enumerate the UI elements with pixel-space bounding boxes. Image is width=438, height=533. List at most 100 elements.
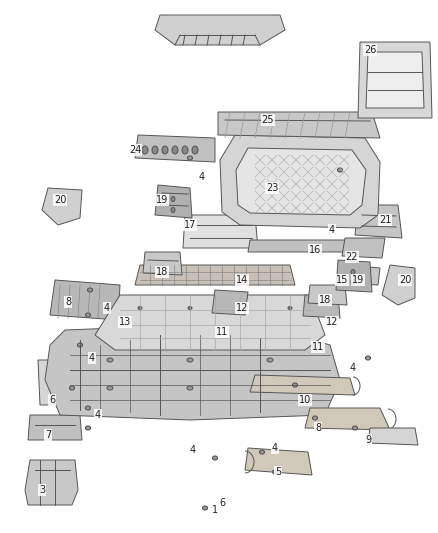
Text: 23: 23 xyxy=(266,183,278,193)
Text: 26: 26 xyxy=(364,45,376,55)
Ellipse shape xyxy=(162,146,168,154)
Text: 19: 19 xyxy=(156,195,168,205)
Ellipse shape xyxy=(53,368,57,372)
Polygon shape xyxy=(248,240,368,252)
Ellipse shape xyxy=(85,406,91,410)
Polygon shape xyxy=(236,148,366,215)
Polygon shape xyxy=(305,408,390,430)
Ellipse shape xyxy=(182,146,188,154)
Text: 12: 12 xyxy=(326,317,338,327)
Ellipse shape xyxy=(171,197,175,201)
Polygon shape xyxy=(155,185,192,218)
Text: 11: 11 xyxy=(312,342,324,352)
Ellipse shape xyxy=(152,146,158,154)
Polygon shape xyxy=(183,215,258,248)
Polygon shape xyxy=(50,280,120,320)
Text: 7: 7 xyxy=(45,430,51,440)
Ellipse shape xyxy=(293,383,297,387)
Ellipse shape xyxy=(272,470,278,474)
Text: 4: 4 xyxy=(329,225,335,235)
Text: 3: 3 xyxy=(39,485,45,495)
Polygon shape xyxy=(245,448,312,475)
Text: 6: 6 xyxy=(49,395,55,405)
Text: 4: 4 xyxy=(199,172,205,182)
Polygon shape xyxy=(42,188,82,225)
Text: 17: 17 xyxy=(184,220,196,230)
Ellipse shape xyxy=(192,146,198,154)
Polygon shape xyxy=(212,290,248,315)
Text: 11: 11 xyxy=(216,327,228,337)
Ellipse shape xyxy=(85,426,91,430)
Polygon shape xyxy=(382,265,415,305)
Polygon shape xyxy=(355,205,402,238)
Ellipse shape xyxy=(88,288,92,292)
Text: 4: 4 xyxy=(89,353,95,363)
Polygon shape xyxy=(155,15,285,45)
Text: 21: 21 xyxy=(379,215,391,225)
Polygon shape xyxy=(25,460,78,505)
Text: 18: 18 xyxy=(319,295,331,305)
Ellipse shape xyxy=(78,343,82,347)
Polygon shape xyxy=(135,265,295,285)
Text: 10: 10 xyxy=(299,395,311,405)
Text: 14: 14 xyxy=(236,275,248,285)
Text: 24: 24 xyxy=(129,145,141,155)
Polygon shape xyxy=(336,260,372,292)
Ellipse shape xyxy=(53,393,57,397)
Ellipse shape xyxy=(267,386,273,390)
Polygon shape xyxy=(366,52,424,108)
Ellipse shape xyxy=(288,306,292,310)
Text: 15: 15 xyxy=(336,275,348,285)
Polygon shape xyxy=(308,285,347,305)
Text: 16: 16 xyxy=(309,245,321,255)
Ellipse shape xyxy=(267,358,273,362)
Polygon shape xyxy=(342,238,385,258)
Ellipse shape xyxy=(53,384,57,386)
Text: 19: 19 xyxy=(352,275,364,285)
Text: 13: 13 xyxy=(119,317,131,327)
Polygon shape xyxy=(303,295,340,318)
Ellipse shape xyxy=(138,306,142,310)
Ellipse shape xyxy=(107,386,113,390)
Polygon shape xyxy=(95,295,325,350)
Polygon shape xyxy=(135,135,215,162)
Ellipse shape xyxy=(187,386,193,390)
Polygon shape xyxy=(342,265,380,285)
Text: 1: 1 xyxy=(212,505,218,515)
Ellipse shape xyxy=(202,506,208,510)
Ellipse shape xyxy=(338,168,343,172)
Text: 9: 9 xyxy=(365,435,371,445)
Ellipse shape xyxy=(187,358,193,362)
Ellipse shape xyxy=(171,207,175,213)
Text: 4: 4 xyxy=(104,303,110,313)
Text: 4: 4 xyxy=(190,445,196,455)
Text: 20: 20 xyxy=(399,275,411,285)
Ellipse shape xyxy=(259,450,265,454)
Ellipse shape xyxy=(365,356,371,360)
Text: 20: 20 xyxy=(54,195,66,205)
Text: 6: 6 xyxy=(219,498,225,508)
Text: 4: 4 xyxy=(272,443,278,453)
Polygon shape xyxy=(45,325,340,420)
Text: 4: 4 xyxy=(95,410,101,420)
Ellipse shape xyxy=(70,386,74,390)
Polygon shape xyxy=(38,360,90,405)
Ellipse shape xyxy=(238,306,242,310)
Ellipse shape xyxy=(188,306,192,310)
Text: 5: 5 xyxy=(275,467,281,477)
Ellipse shape xyxy=(212,456,218,460)
Polygon shape xyxy=(220,135,380,228)
Polygon shape xyxy=(28,415,82,440)
Text: 8: 8 xyxy=(315,423,321,433)
Polygon shape xyxy=(368,428,418,445)
Ellipse shape xyxy=(353,426,357,430)
Text: 12: 12 xyxy=(236,303,248,313)
Ellipse shape xyxy=(85,313,91,317)
Polygon shape xyxy=(250,375,355,395)
Text: 25: 25 xyxy=(262,115,274,125)
Text: 4: 4 xyxy=(350,363,356,373)
Ellipse shape xyxy=(172,146,178,154)
Text: 8: 8 xyxy=(65,297,71,307)
Ellipse shape xyxy=(312,416,318,420)
Polygon shape xyxy=(218,112,380,138)
